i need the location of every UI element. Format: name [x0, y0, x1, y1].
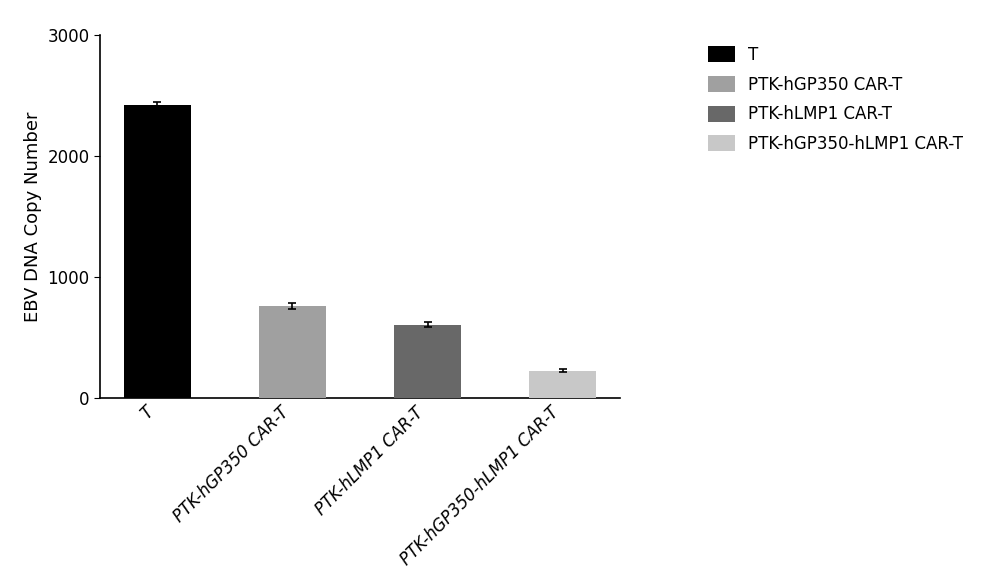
Y-axis label: EBV DNA Copy Number: EBV DNA Copy Number [24, 111, 42, 322]
Bar [394, 325, 461, 398]
Bar [259, 306, 326, 398]
Bar [124, 105, 191, 398]
Bar [529, 370, 596, 398]
Legend: T, PTK-hGP350 CAR-T, PTK-hLMP1 CAR-T, PTK-hGP350-hLMP1 CAR-T: T, PTK-hGP350 CAR-T, PTK-hLMP1 CAR-T, PT… [700, 38, 972, 161]
